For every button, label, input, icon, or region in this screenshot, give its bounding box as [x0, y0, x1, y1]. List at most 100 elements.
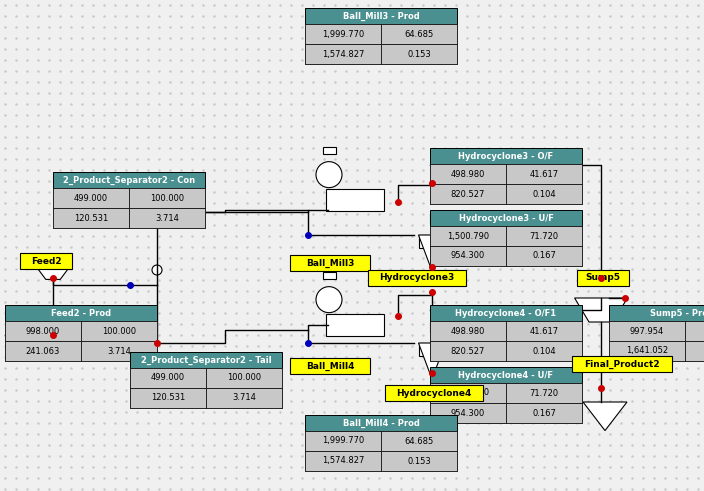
Bar — [430, 148, 582, 164]
Bar — [368, 270, 466, 286]
Bar — [290, 358, 370, 374]
Text: 41.617: 41.617 — [529, 169, 558, 179]
Bar — [430, 164, 582, 184]
Text: Sump5 - Prod1: Sump5 - Prod1 — [650, 308, 704, 318]
Bar — [430, 367, 582, 383]
Bar — [506, 226, 582, 246]
Bar — [305, 451, 457, 471]
Bar — [609, 341, 704, 361]
Text: 1,999.770: 1,999.770 — [322, 29, 364, 38]
Bar — [506, 164, 582, 184]
Bar — [685, 341, 704, 361]
Bar — [418, 235, 446, 247]
Bar — [305, 24, 381, 44]
Text: Ball_Mill4: Ball_Mill4 — [306, 361, 354, 371]
Bar — [430, 226, 582, 246]
Bar — [53, 172, 205, 188]
Bar — [5, 305, 157, 321]
Text: Hydrocyclone3 - O/F: Hydrocyclone3 - O/F — [458, 152, 553, 161]
Bar — [506, 341, 582, 361]
Bar — [381, 431, 457, 451]
Bar — [53, 208, 205, 228]
Bar — [430, 341, 582, 361]
Bar — [305, 451, 381, 471]
Bar — [430, 321, 506, 341]
Polygon shape — [574, 298, 627, 322]
Bar — [81, 341, 157, 361]
Bar — [305, 431, 457, 451]
Bar — [5, 341, 157, 361]
Bar — [430, 341, 506, 361]
Text: 3.714: 3.714 — [107, 347, 131, 355]
Text: 0.167: 0.167 — [532, 251, 556, 261]
Bar — [429, 322, 434, 332]
Text: 1,500.790: 1,500.790 — [447, 388, 489, 398]
Bar — [430, 383, 582, 403]
Text: 120.531: 120.531 — [151, 393, 185, 403]
Text: 3.714: 3.714 — [155, 214, 179, 222]
Bar — [572, 356, 672, 372]
Bar — [430, 403, 582, 423]
Text: 2_Product_Separator2 - Con: 2_Product_Separator2 - Con — [63, 175, 195, 185]
Text: 954.300: 954.300 — [451, 251, 485, 261]
Bar — [129, 208, 205, 228]
Text: 71.720: 71.720 — [529, 388, 558, 398]
Text: 820.527: 820.527 — [451, 347, 485, 355]
Text: 1,641.052: 1,641.052 — [626, 347, 668, 355]
Text: 1,574.827: 1,574.827 — [322, 50, 364, 58]
Text: 998.000: 998.000 — [26, 327, 60, 335]
Bar — [130, 352, 282, 368]
Text: Sump5: Sump5 — [586, 273, 620, 282]
Text: Hydrocyclone4 - O/F1: Hydrocyclone4 - O/F1 — [455, 308, 557, 318]
Text: 1,999.770: 1,999.770 — [322, 436, 364, 445]
Text: 100.000: 100.000 — [102, 327, 136, 335]
Text: 498.980: 498.980 — [451, 327, 485, 335]
Bar — [506, 403, 582, 423]
Text: 64.685: 64.685 — [404, 29, 434, 38]
Bar — [430, 184, 506, 204]
Text: 498.980: 498.980 — [451, 169, 485, 179]
Text: 100.000: 100.000 — [227, 374, 261, 382]
Bar — [206, 388, 282, 408]
Bar — [130, 368, 282, 388]
Bar — [430, 383, 506, 403]
Polygon shape — [418, 235, 446, 271]
Text: 820.527: 820.527 — [451, 190, 485, 198]
Bar — [130, 368, 206, 388]
Bar — [430, 305, 582, 321]
Text: Hydrocyclone4 - U/F: Hydrocyclone4 - U/F — [458, 371, 553, 380]
Bar — [430, 321, 582, 341]
Text: 1,574.827: 1,574.827 — [322, 457, 364, 465]
Circle shape — [316, 287, 342, 313]
Text: Feed2 - Prod: Feed2 - Prod — [51, 308, 111, 318]
Text: 499.000: 499.000 — [74, 193, 108, 202]
Text: Hydrocyclone3 - U/F: Hydrocyclone3 - U/F — [458, 214, 553, 222]
Bar — [130, 388, 206, 408]
Bar — [430, 403, 506, 423]
Bar — [577, 270, 629, 286]
Bar — [430, 226, 506, 246]
Text: 0.104: 0.104 — [532, 347, 556, 355]
Text: 3.714: 3.714 — [232, 393, 256, 403]
Text: 64.685: 64.685 — [404, 436, 434, 445]
Polygon shape — [418, 343, 446, 379]
Bar — [322, 147, 336, 154]
Bar — [430, 164, 506, 184]
Text: 120.531: 120.531 — [74, 214, 108, 222]
Bar — [609, 341, 685, 361]
Text: 954.300: 954.300 — [451, 409, 485, 417]
Bar — [506, 246, 582, 266]
Bar — [206, 368, 282, 388]
Bar — [685, 321, 704, 341]
Bar — [430, 210, 582, 226]
Bar — [609, 321, 704, 341]
Bar — [327, 314, 384, 336]
Circle shape — [152, 265, 162, 275]
Text: 0.153: 0.153 — [407, 50, 431, 58]
Bar — [5, 341, 81, 361]
Bar — [506, 383, 582, 403]
Bar — [130, 388, 282, 408]
Bar — [305, 431, 381, 451]
Bar — [609, 321, 685, 341]
Bar — [53, 188, 205, 208]
